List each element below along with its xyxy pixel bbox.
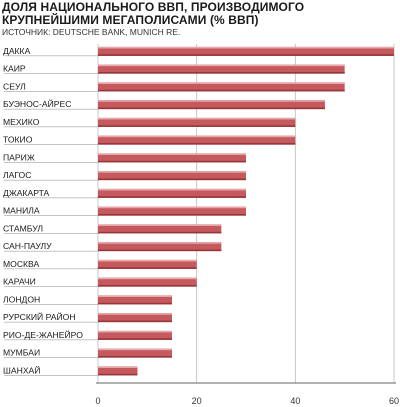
category-label: ЛАГОС xyxy=(3,170,31,180)
bar xyxy=(98,188,246,198)
chart-title: ДОЛЯ НАЦИОНАЛЬНОГО ВВП, ПРОИЗВОДИМОГО КР… xyxy=(2,0,305,27)
bar xyxy=(98,348,172,358)
category-label: ДАККА xyxy=(3,46,31,56)
category-label: РУРСКИЙ РАЙОН xyxy=(3,311,76,322)
bar-highlight xyxy=(98,135,296,138)
category-label: КАРАЧИ xyxy=(3,277,36,287)
bar-shadow xyxy=(98,285,197,287)
bar xyxy=(98,242,222,252)
bar xyxy=(98,330,172,340)
bar-highlight xyxy=(98,242,222,244)
bar xyxy=(98,206,246,216)
chart-source: ИСТОЧНИК: DEUTSCHE BANK, MUNICH RE. xyxy=(2,27,181,37)
bar xyxy=(98,259,197,269)
bar-highlight xyxy=(98,313,172,315)
category-label: МОСКВА xyxy=(3,259,40,269)
x-axis: 0 20 40 60 xyxy=(95,382,399,406)
category-label: ДЖАКАРТА xyxy=(3,188,50,198)
bar-shadow xyxy=(98,178,246,181)
bar-shadow xyxy=(98,143,296,145)
bar-highlight xyxy=(98,171,246,173)
category-label: ТОКИО xyxy=(3,135,33,145)
bar xyxy=(98,82,345,92)
x-tick-label: 60 xyxy=(389,396,399,406)
bar-highlight xyxy=(98,224,222,226)
bar-shadow xyxy=(98,125,296,127)
bar-highlight xyxy=(98,259,197,262)
bar xyxy=(98,295,172,305)
category-labels: ДАККА КАИР СЕУЛ БУЭНОС-АЙРЕС МЕХИКО ТОКИО ПАРИ… xyxy=(3,46,83,376)
category-label: МАНИЛА xyxy=(3,206,40,216)
bar-shadow xyxy=(98,373,138,376)
x-tick-label: 40 xyxy=(290,396,300,406)
bar-shadow xyxy=(98,267,197,269)
bar xyxy=(98,171,246,181)
bar-shadow xyxy=(98,107,325,110)
bar-highlight xyxy=(98,153,246,155)
bar-highlight xyxy=(98,366,138,368)
bar-shadow xyxy=(98,54,394,56)
bar xyxy=(98,117,296,127)
bar-highlight xyxy=(98,82,345,84)
x-tick-label: 0 xyxy=(95,396,100,406)
category-label: ЛОНДОН xyxy=(3,294,40,304)
bar-highlight xyxy=(98,330,172,333)
category-label: РИО-ДЕ-ЖАНЕЙРО xyxy=(3,329,83,340)
bar-highlight xyxy=(98,277,197,280)
bar-shadow xyxy=(98,231,222,234)
category-label: САН-ПАУЛУ xyxy=(3,241,52,251)
category-label: БУЭНОС-АЙРЕС xyxy=(3,98,71,109)
bar-shadow xyxy=(98,320,172,323)
bar xyxy=(98,277,197,287)
bar-highlight xyxy=(98,64,345,67)
bar-shadow xyxy=(98,356,172,358)
category-label: СТАМБУЛ xyxy=(3,223,43,233)
bar xyxy=(98,153,246,163)
bar-shadow xyxy=(98,249,222,252)
category-label: ШАНХАЙ xyxy=(3,364,40,375)
bar-highlight xyxy=(98,100,325,102)
bar xyxy=(98,64,345,74)
category-label: КАИР xyxy=(3,64,26,74)
x-tick-label: 20 xyxy=(192,396,202,406)
bar-shadow xyxy=(98,302,172,305)
bar xyxy=(98,313,172,323)
bar-highlight xyxy=(98,117,296,120)
category-label: СЕУЛ xyxy=(3,81,26,91)
bar-shadow xyxy=(98,160,246,163)
bars xyxy=(98,46,394,376)
bar xyxy=(98,46,394,56)
bar-shadow xyxy=(98,338,172,340)
bar xyxy=(98,135,296,145)
bar xyxy=(98,100,325,110)
bar-highlight xyxy=(98,348,172,351)
bar-highlight xyxy=(98,188,246,191)
bar xyxy=(98,366,138,376)
bar xyxy=(98,224,222,234)
category-label: ПАРИЖ xyxy=(3,152,35,162)
bar-highlight xyxy=(98,46,394,49)
category-leader-lines xyxy=(4,55,98,376)
category-label: МУМБАИ xyxy=(3,348,40,358)
bar-shadow xyxy=(98,89,345,92)
bar-highlight xyxy=(98,206,246,209)
category-label: МЕХИКО xyxy=(3,117,40,127)
bar-shadow xyxy=(98,72,345,74)
bar-highlight xyxy=(98,295,172,297)
bar-shadow xyxy=(98,214,246,216)
bar-shadow xyxy=(98,196,246,198)
